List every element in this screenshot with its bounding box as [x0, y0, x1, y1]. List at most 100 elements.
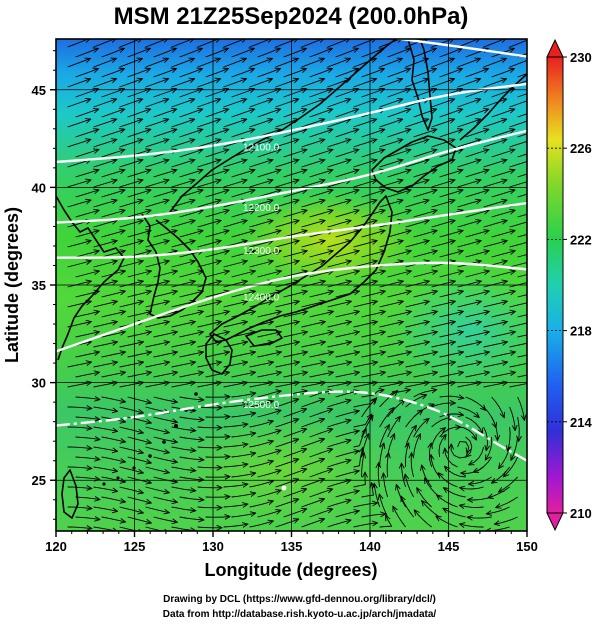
- wind-arrow: [205, 210, 229, 218]
- wind-arrow: [197, 281, 221, 288]
- wind-arrow: [483, 322, 507, 328]
- wind-arrow: [511, 436, 519, 460]
- wind-arrow: [119, 160, 143, 168]
- wind-arrow: [353, 281, 377, 288]
- wind-arrow: [205, 352, 230, 358]
- wind-arrow: [205, 312, 229, 318]
- wind-arrow: [415, 510, 432, 528]
- wind-arrow: [422, 501, 440, 518]
- wind-arrow: [411, 453, 413, 478]
- wind-arrow: [249, 481, 273, 488]
- wind-arrow: [405, 160, 429, 168]
- wind-arrow: [223, 59, 247, 68]
- wind-arrow: [405, 241, 429, 248]
- wind-arrow: [75, 251, 99, 258]
- wind-arrow: [93, 221, 117, 228]
- wind-arrow: [457, 322, 481, 328]
- wind-arrow: [457, 180, 481, 188]
- wind-arrow: [309, 190, 333, 198]
- wind-arrow: [439, 251, 463, 258]
- wind-arrow: [413, 170, 437, 178]
- wind-arrow: [309, 129, 333, 138]
- x-axis: 120 125 130 135 140 145 150: [45, 531, 538, 554]
- wind-arrow: [517, 193, 527, 198]
- wind-arrow: [301, 261, 325, 268]
- wind-arrow: [179, 291, 203, 298]
- colorbar-label: 222: [570, 232, 592, 247]
- wind-arrow: [257, 210, 281, 218]
- wind-arrow: [301, 79, 325, 88]
- wind-arrow: [465, 396, 486, 410]
- wind-arrow: [119, 281, 143, 288]
- wind-arrow: [361, 129, 385, 138]
- wind-arrow: [257, 430, 281, 438]
- wind-arrow: [257, 312, 281, 318]
- wind-arrow: [119, 382, 144, 388]
- wind-arrow: [335, 411, 359, 418]
- wind-arrow: [451, 444, 466, 459]
- wind-arrow: [179, 352, 204, 358]
- wind-arrow: [171, 59, 195, 68]
- wind-arrow: [353, 99, 377, 108]
- wind-arrow: [491, 231, 515, 238]
- wind-arrow: [439, 49, 462, 58]
- wind-arrow: [309, 69, 333, 78]
- wind-arrow: [488, 486, 510, 498]
- wind-arrow: [405, 322, 429, 328]
- wind-arrow: [257, 291, 281, 298]
- wind-arrow: [387, 49, 410, 58]
- wind-arrow: [517, 314, 527, 318]
- wind-arrow: [487, 506, 510, 514]
- wind-arrow: [153, 456, 177, 462]
- wind-arrow: [327, 420, 351, 428]
- wind-arrow: [495, 516, 518, 524]
- wind-arrow: [67, 362, 92, 368]
- wind-arrow: [353, 523, 378, 528]
- wind-arrow: [153, 352, 178, 358]
- wind-arrow: [483, 200, 507, 208]
- wind-arrow: [379, 391, 398, 408]
- wind-arrow: [465, 231, 489, 238]
- wind-arrow: [405, 281, 429, 288]
- wind-arrow: [457, 99, 481, 108]
- wind-arrow: [457, 241, 481, 248]
- wind-arrow: [387, 89, 411, 98]
- wind-arrow: [197, 99, 221, 108]
- wind-arrow: [275, 322, 299, 328]
- wind-arrow: [67, 119, 91, 128]
- wind-arrow: [327, 200, 351, 208]
- wind-arrow: [483, 342, 508, 348]
- wind-arrow: [465, 69, 489, 78]
- wind-arrow: [491, 291, 515, 298]
- wind-arrow: [517, 153, 527, 158]
- wind-arrow: [457, 79, 481, 88]
- wind-arrow: [127, 516, 151, 523]
- wind-arrow: [309, 409, 333, 418]
- wind-arrow: [491, 109, 515, 118]
- colorbar: 230 226 222 218 214 210: [546, 38, 592, 532]
- wind-arrow: [327, 261, 351, 268]
- x-tick-label: 125: [124, 539, 146, 554]
- wind-arrow: [249, 59, 273, 68]
- wind-arrow: [483, 160, 507, 168]
- wind-arrow: [179, 170, 203, 178]
- wind-arrow: [483, 79, 507, 88]
- wind-arrow: [327, 342, 352, 348]
- wind-arrow: [67, 261, 91, 268]
- wind-arrow: [387, 231, 411, 238]
- wind-arrow: [483, 140, 507, 148]
- wind-arrow: [197, 407, 222, 408]
- wind-arrow: [469, 446, 485, 465]
- wind-arrow: [379, 281, 403, 288]
- wind-arrow: [460, 505, 484, 507]
- chart-title: MSM 21Z25Sep2024 (200.0hPa): [114, 3, 469, 30]
- wind-arrow: [275, 200, 299, 208]
- southeast-cyan-region: [390, 270, 527, 390]
- colorbar-label: 210: [570, 506, 592, 521]
- wind-arrow: [223, 322, 247, 328]
- wind-arrow: [491, 251, 515, 258]
- wind-arrow: [327, 99, 351, 108]
- wind-arrow: [67, 140, 91, 148]
- wind-arrow: [309, 372, 334, 378]
- wind-arrow: [444, 488, 466, 498]
